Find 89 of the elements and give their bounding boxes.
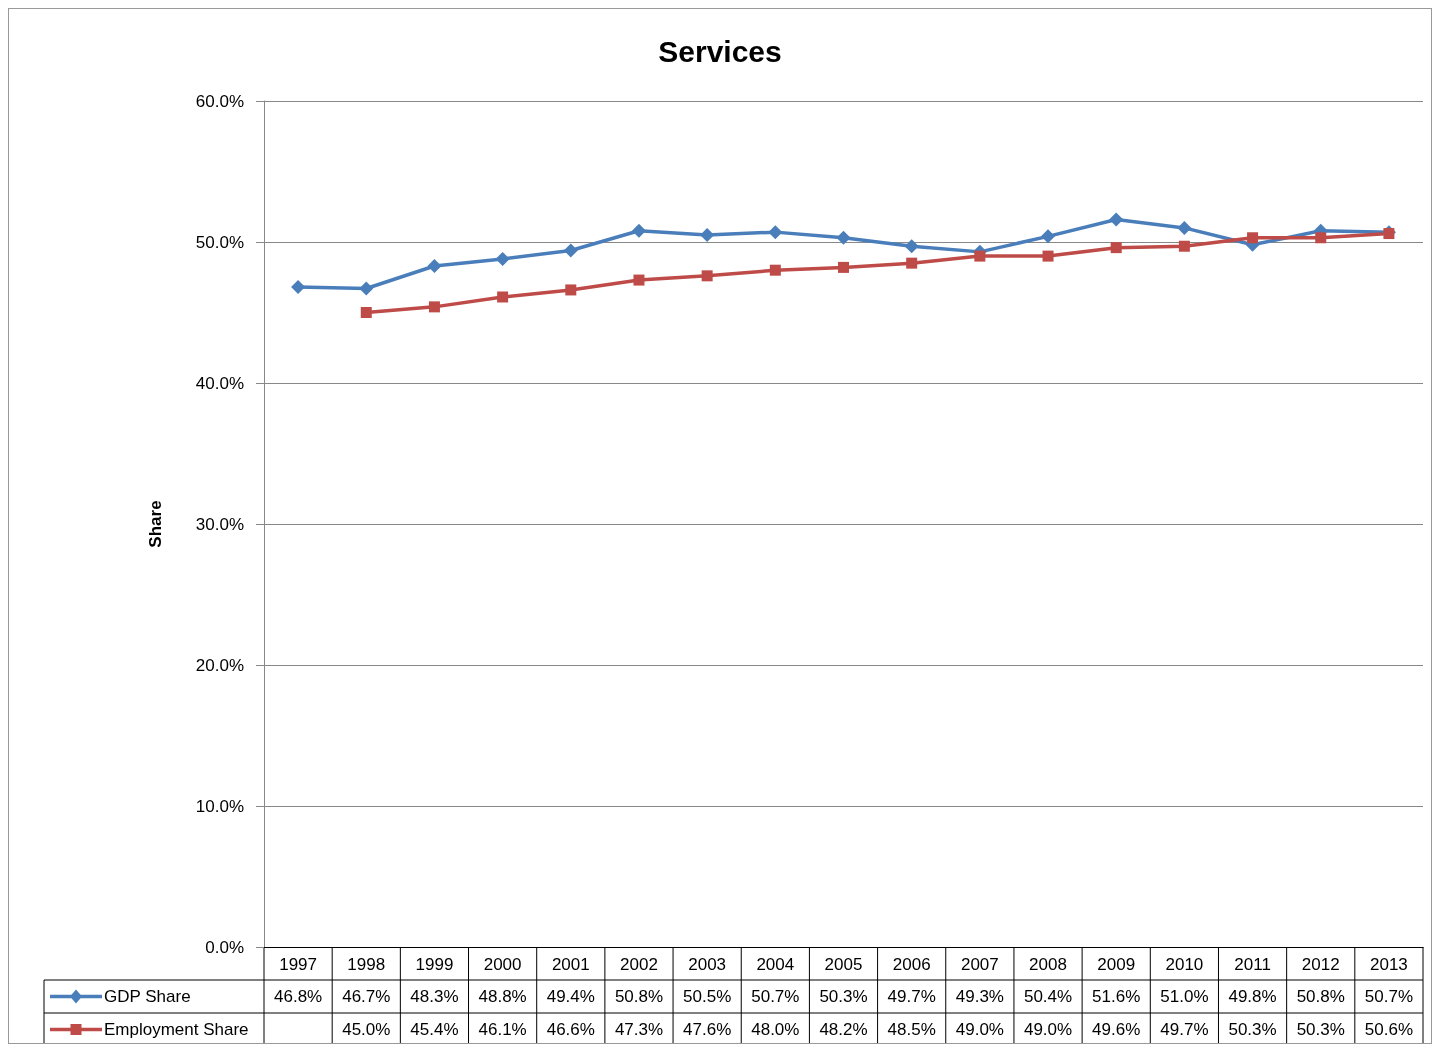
point <box>836 230 851 245</box>
x-tick-label: 2000 <box>483 955 522 974</box>
point <box>565 284 577 296</box>
point <box>497 291 509 303</box>
x-tick-label: 1999 <box>415 955 454 974</box>
x-tick-label: 2003 <box>688 955 727 974</box>
point <box>1315 232 1327 244</box>
point <box>838 261 849 273</box>
point <box>1177 220 1192 235</box>
legend-label: GDP Share <box>104 987 191 1006</box>
data-label: 50.7% <box>751 987 800 1006</box>
legend-label: Employment Share <box>104 1020 249 1039</box>
point <box>906 257 918 269</box>
x-tick-label: 2009 <box>1097 955 1136 974</box>
data-label: 50.3% <box>1296 1020 1345 1039</box>
point <box>1247 232 1259 244</box>
point <box>359 281 374 296</box>
point <box>633 274 645 286</box>
data-label: 50.6% <box>1364 1020 1414 1039</box>
point <box>974 250 986 262</box>
data-label: 51.6% <box>1092 987 1141 1006</box>
y-tick-label: 10.0% <box>195 796 244 816</box>
point <box>1042 250 1054 262</box>
data-label: 51.0% <box>1160 987 1209 1006</box>
data-label: 50.4% <box>1023 987 1073 1006</box>
x-tick-label: 2001 <box>551 955 590 974</box>
point <box>360 307 372 318</box>
data-label: 50.3% <box>1228 1020 1277 1039</box>
data-label: 46.7% <box>342 987 391 1006</box>
y-tick-label: 20.0% <box>195 655 244 675</box>
data-label: 47.6% <box>683 1020 732 1039</box>
chart-title: Services <box>658 34 782 68</box>
point <box>1110 242 1122 254</box>
data-label: 46.8% <box>273 987 323 1006</box>
x-tick-label: 2011 <box>1234 955 1271 974</box>
data-label: 49.0% <box>955 1020 1004 1039</box>
x-tick-label: 2007 <box>960 955 999 974</box>
point <box>428 301 440 313</box>
x-tick-label: 2004 <box>756 955 795 974</box>
data-label: 46.6% <box>546 1020 595 1039</box>
point <box>904 239 919 254</box>
data-label: 45.0% <box>342 1020 391 1039</box>
x-tick-label: 2002 <box>620 955 658 974</box>
data-label: 49.6% <box>1092 1020 1141 1039</box>
data-label: 48.3% <box>410 987 459 1006</box>
point <box>427 258 442 273</box>
data-label: 48.2% <box>819 1020 868 1039</box>
data-label: 49.0% <box>1023 1020 1073 1039</box>
data-label: 50.5% <box>683 987 732 1006</box>
point <box>701 270 713 282</box>
y-tick-label: 0.0% <box>205 937 244 957</box>
point <box>1109 212 1124 227</box>
y-tick-label: 50.0% <box>195 232 244 252</box>
point <box>631 223 646 238</box>
point <box>769 264 781 276</box>
data-label: 46.1% <box>478 1020 527 1039</box>
point <box>1041 229 1056 244</box>
data-label: 49.4% <box>546 987 595 1006</box>
data-label: 48.5% <box>887 1020 936 1039</box>
data-label: 48.0% <box>751 1020 800 1039</box>
data-label: 49.7% <box>887 987 936 1006</box>
point <box>563 243 578 258</box>
x-tick-label: 2005 <box>824 955 863 974</box>
data-label: 48.8% <box>478 987 527 1006</box>
x-tick-label: 1998 <box>347 955 386 974</box>
point <box>700 227 715 242</box>
y-tick-label: 40.0% <box>195 373 244 393</box>
x-tick-label: 2012 <box>1301 955 1340 974</box>
data-label: 45.4% <box>410 1020 459 1039</box>
y-tick-label: 60.0% <box>195 91 244 111</box>
data-label: 49.3% <box>955 987 1004 1006</box>
data-label: 50.3% <box>819 987 868 1006</box>
x-tick-label: 2008 <box>1029 955 1067 974</box>
point <box>1178 240 1190 252</box>
x-tick-label: 2006 <box>892 955 931 974</box>
x-tick-label: 2013 <box>1370 955 1408 974</box>
data-label: 50.8% <box>614 987 664 1006</box>
point <box>495 251 510 266</box>
point <box>291 280 306 295</box>
y-tick-label: 30.0% <box>195 514 244 534</box>
data-label: 50.7% <box>1364 987 1414 1006</box>
x-tick-label: 1997 <box>279 955 317 974</box>
y-axis-title: Share <box>146 500 165 548</box>
point <box>768 225 783 240</box>
data-label: 49.7% <box>1160 1020 1209 1039</box>
data-label: 47.3% <box>614 1020 664 1039</box>
data-label: 49.8% <box>1228 987 1277 1006</box>
data-label: 50.8% <box>1296 987 1345 1006</box>
x-tick-label: 2010 <box>1165 955 1204 974</box>
